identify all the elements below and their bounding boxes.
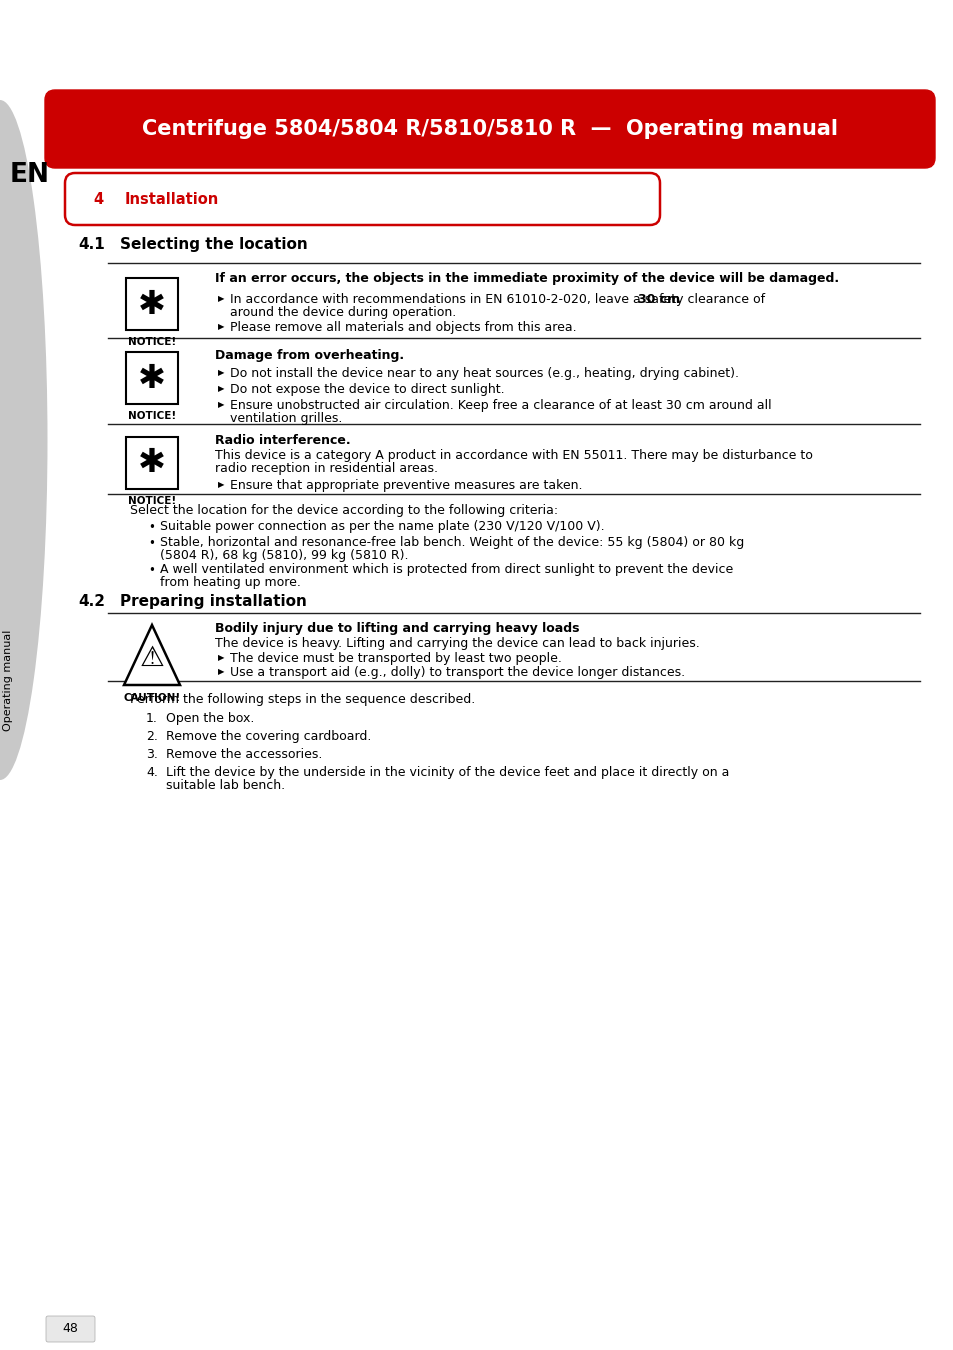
Text: ⚠: ⚠: [139, 644, 164, 672]
Text: A well ventilated environment which is protected from direct sunlight to prevent: A well ventilated environment which is p…: [160, 563, 733, 576]
Text: Ensure unobstructed air circulation. Keep free a clearance of at least 30 cm aro: Ensure unobstructed air circulation. Kee…: [230, 400, 771, 412]
Ellipse shape: [0, 100, 48, 780]
Text: The device must be transported by least two people.: The device must be transported by least …: [230, 652, 561, 666]
Text: Open the box.: Open the box.: [166, 711, 254, 725]
Text: Operating manual: Operating manual: [3, 629, 13, 730]
Text: around the device during operation.: around the device during operation.: [230, 306, 456, 319]
Text: 1.: 1.: [146, 711, 157, 725]
Text: ✱: ✱: [138, 362, 166, 394]
Text: 4.: 4.: [146, 765, 157, 779]
Text: In accordance with recommendations in EN 61010-2-020, leave a safety clearance o: In accordance with recommendations in EN…: [230, 293, 768, 306]
Text: ▶: ▶: [218, 323, 224, 331]
Text: •: •: [148, 521, 154, 535]
Text: ventilation grilles.: ventilation grilles.: [230, 412, 342, 425]
Text: NOTICE!: NOTICE!: [128, 495, 176, 506]
Text: Radio interference.: Radio interference.: [214, 433, 351, 447]
Text: 4.1: 4.1: [78, 238, 105, 252]
Bar: [126, 437, 178, 489]
FancyBboxPatch shape: [46, 1316, 95, 1342]
Text: NOTICE!: NOTICE!: [128, 338, 176, 347]
Text: •: •: [148, 564, 154, 576]
Text: Remove the accessories.: Remove the accessories.: [166, 748, 322, 761]
Text: Bodily injury due to lifting and carrying heavy loads: Bodily injury due to lifting and carryin…: [214, 622, 578, 634]
Text: Ensure that appropriate preventive measures are taken.: Ensure that appropriate preventive measu…: [230, 479, 582, 491]
Text: ▶: ▶: [218, 653, 224, 662]
Text: suitable lab bench.: suitable lab bench.: [166, 779, 285, 792]
Text: CAUTION!: CAUTION!: [123, 693, 180, 703]
Text: Do not expose the device to direct sunlight.: Do not expose the device to direct sunli…: [230, 383, 504, 396]
Polygon shape: [124, 625, 180, 684]
Text: ✱: ✱: [138, 447, 166, 479]
Text: 30 cm: 30 cm: [638, 293, 679, 306]
Text: This device is a category A product in accordance with EN 55011. There may be di: This device is a category A product in a…: [214, 450, 812, 462]
Text: ▶: ▶: [218, 667, 224, 676]
Text: Installation: Installation: [125, 192, 219, 207]
Text: Please remove all materials and objects from this area.: Please remove all materials and objects …: [230, 321, 576, 333]
Text: Perform the following steps in the sequence described.: Perform the following steps in the seque…: [130, 693, 475, 706]
Text: EN: EN: [10, 162, 50, 188]
Text: Select the location for the device according to the following criteria:: Select the location for the device accor…: [130, 504, 558, 517]
Text: Do not install the device near to any heat sources (e.g., heating, drying cabine: Do not install the device near to any he…: [230, 367, 739, 379]
Text: •: •: [148, 537, 154, 549]
Bar: [126, 352, 178, 404]
Text: ▶: ▶: [218, 481, 224, 489]
FancyBboxPatch shape: [65, 173, 659, 225]
Text: 4.2: 4.2: [78, 594, 105, 609]
Text: from heating up more.: from heating up more.: [160, 576, 300, 589]
Text: If an error occurs, the objects in the immediate proximity of the device will be: If an error occurs, the objects in the i…: [214, 271, 839, 285]
Text: Remove the covering cardboard.: Remove the covering cardboard.: [166, 730, 371, 742]
Text: 4: 4: [92, 192, 103, 207]
Text: The device is heavy. Lifting and carrying the device can lead to back injuries.: The device is heavy. Lifting and carryin…: [214, 637, 699, 649]
Text: ▶: ▶: [218, 400, 224, 409]
Text: ▶: ▶: [218, 383, 224, 393]
Text: 48: 48: [62, 1323, 78, 1335]
Text: Damage from overheating.: Damage from overheating.: [214, 350, 404, 362]
Text: 3.: 3.: [146, 748, 157, 761]
Text: Stable, horizontal and resonance-free lab bench. Weight of the device: 55 kg (58: Stable, horizontal and resonance-free la…: [160, 536, 743, 549]
Text: (5804 R), 68 kg (5810), 99 kg (5810 R).: (5804 R), 68 kg (5810), 99 kg (5810 R).: [160, 549, 408, 562]
Text: radio reception in residential areas.: radio reception in residential areas.: [214, 462, 437, 475]
Text: NOTICE!: NOTICE!: [128, 410, 176, 421]
Text: Centrifuge 5804/5804 R/5810/5810 R  —  Operating manual: Centrifuge 5804/5804 R/5810/5810 R — Ope…: [142, 119, 837, 139]
Text: Preparing installation: Preparing installation: [120, 594, 307, 609]
Text: Suitable power connection as per the name plate (230 V/120 V/100 V).: Suitable power connection as per the nam…: [160, 520, 604, 533]
Text: Selecting the location: Selecting the location: [120, 238, 308, 252]
Text: Use a transport aid (e.g., dolly) to transport the device longer distances.: Use a transport aid (e.g., dolly) to tra…: [230, 666, 684, 679]
Text: Lift the device by the underside in the vicinity of the device feet and place it: Lift the device by the underside in the …: [166, 765, 729, 779]
Text: 2.: 2.: [146, 730, 157, 742]
Text: ✱: ✱: [138, 288, 166, 320]
Text: ▶: ▶: [218, 294, 224, 302]
Text: ▶: ▶: [218, 369, 224, 377]
Bar: [126, 278, 178, 329]
FancyBboxPatch shape: [45, 90, 934, 167]
